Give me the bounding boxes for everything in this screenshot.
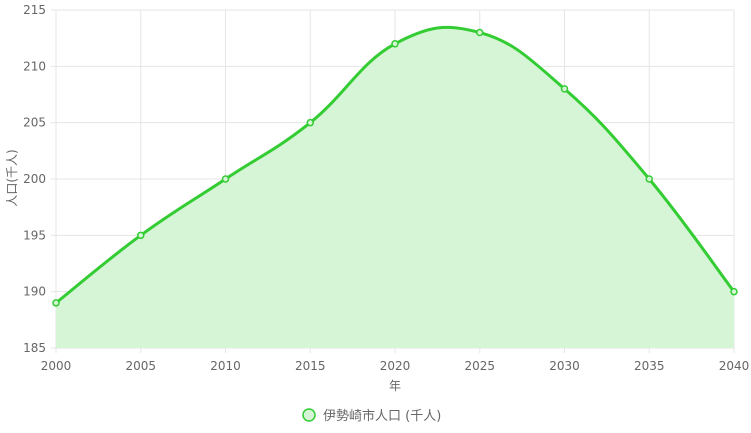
- legend-label: 伊勢崎市人口 (千人): [323, 408, 441, 424]
- data-point[interactable]: [137, 231, 145, 240]
- y-axis-title: 人口(千人): [5, 149, 19, 206]
- x-tick-label: 2020: [380, 359, 411, 373]
- data-point[interactable]: [52, 299, 60, 307]
- y-axis-ticks: 185 190 195 200 205 210 215: [23, 3, 46, 355]
- x-tick-label: 2000: [41, 359, 72, 373]
- y-tick-label: 185: [23, 341, 46, 355]
- data-point[interactable]: [730, 287, 738, 296]
- x-tick-label: 2040: [719, 359, 750, 373]
- data-point[interactable]: [306, 118, 314, 127]
- x-axis-title: 年: [389, 379, 401, 393]
- legend-swatch: [302, 408, 316, 422]
- y-tick-label: 200: [23, 172, 46, 186]
- y-tick-label: 215: [23, 3, 46, 17]
- data-point[interactable]: [221, 175, 230, 183]
- x-tick-label: 2010: [210, 359, 241, 373]
- data-point[interactable]: [645, 175, 653, 183]
- x-tick-label: 2015: [295, 359, 326, 373]
- x-tick-label: 2005: [125, 359, 156, 373]
- data-point[interactable]: [476, 28, 484, 37]
- x-tick-label: 2025: [464, 359, 495, 373]
- data-points: [52, 28, 738, 307]
- data-point[interactable]: [391, 40, 399, 48]
- x-tick-label: 2030: [549, 359, 580, 373]
- data-point[interactable]: [560, 85, 569, 93]
- y-tick-label: 195: [23, 228, 46, 242]
- series-area-fill: [56, 27, 734, 349]
- x-tick-label: 2035: [634, 359, 665, 373]
- y-tick-label: 205: [23, 116, 46, 130]
- x-axis-ticks: 2000 2005 2010 2015 2020 2025 2030 2035 2040: [41, 359, 750, 373]
- y-tick-label: 190: [23, 285, 46, 299]
- y-tick-label: 210: [23, 59, 46, 73]
- legend[interactable]: 伊勢崎市人口 (千人): [302, 408, 441, 424]
